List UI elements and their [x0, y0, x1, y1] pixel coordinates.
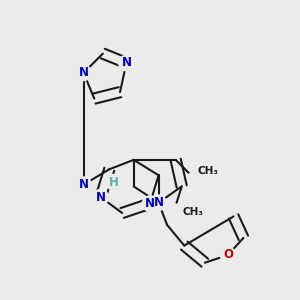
- Text: CH₃: CH₃: [183, 207, 204, 217]
- Circle shape: [106, 174, 121, 190]
- Text: N: N: [122, 56, 131, 70]
- Circle shape: [93, 189, 108, 205]
- Text: N: N: [79, 66, 88, 80]
- Text: N: N: [145, 197, 155, 210]
- Circle shape: [151, 195, 166, 210]
- Text: CH₃: CH₃: [197, 166, 218, 176]
- Circle shape: [76, 65, 91, 81]
- Circle shape: [220, 247, 236, 263]
- Text: N: N: [96, 190, 106, 204]
- Text: O: O: [223, 248, 233, 262]
- Circle shape: [142, 196, 158, 211]
- Circle shape: [76, 177, 91, 192]
- Text: H: H: [109, 176, 118, 189]
- Text: N: N: [154, 196, 164, 209]
- Circle shape: [119, 55, 134, 71]
- Text: N: N: [79, 178, 88, 191]
